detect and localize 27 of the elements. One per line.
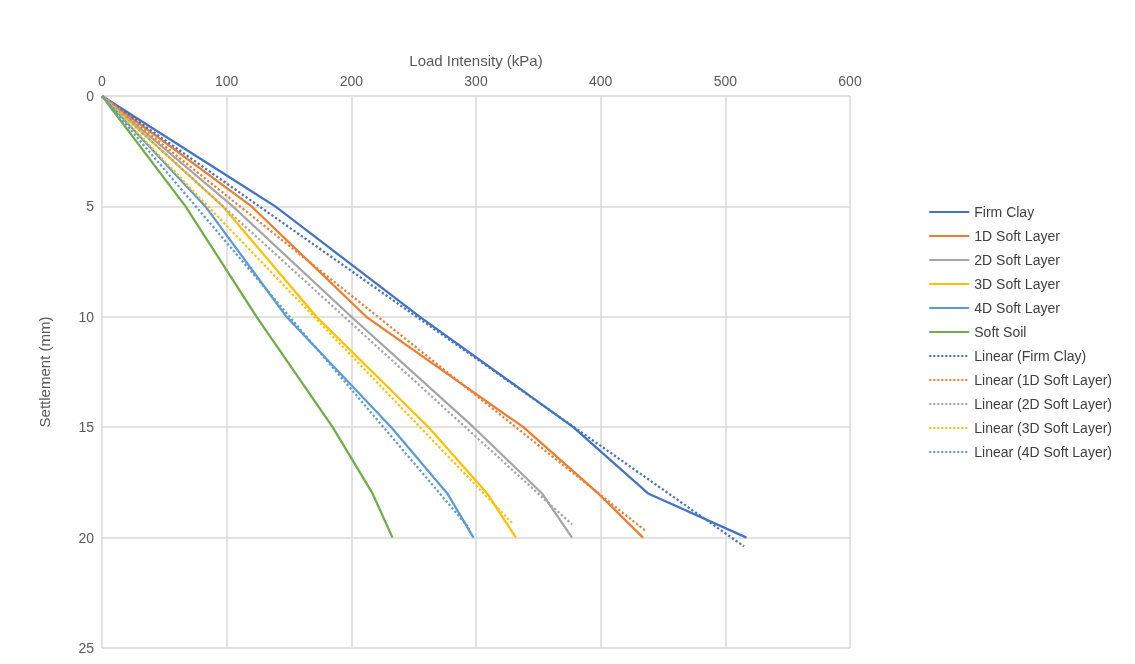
legend-label: 3D Soft Layer	[974, 276, 1061, 292]
legend-label: Linear (1D Soft Layer)	[974, 372, 1112, 388]
y-tick-label: 5	[86, 198, 95, 215]
x-tick-label: 600	[838, 73, 862, 89]
x-tick-label: 0	[98, 73, 107, 89]
y-tick-label: 15	[78, 419, 95, 436]
x-tick-label: 400	[588, 73, 613, 89]
y-tick-label: 10	[78, 308, 95, 325]
line-series	[100, 94, 394, 539]
legend-label: 4D Soft Layer	[974, 300, 1061, 316]
legend-label: Soft Soil	[974, 324, 1027, 340]
legend-label: 2D Soft Layer	[974, 252, 1061, 268]
x-tick-label: 100	[214, 73, 239, 89]
legend-label: Linear (2D Soft Layer)	[974, 396, 1112, 412]
y-tick-label: 20	[78, 529, 95, 546]
y-tick-label: 25	[78, 640, 95, 656]
x-tick-label: 300	[464, 73, 488, 89]
legend-label: Linear (Firm Clay)	[974, 348, 1087, 364]
legend-label: Linear (3D Soft Layer)	[974, 420, 1112, 436]
x-tick-label: 200	[339, 73, 364, 89]
y-tick-label: 0	[86, 88, 95, 104]
y-axis-title: Settlement (mm)	[36, 316, 53, 428]
legend-label: Firm Clay	[974, 204, 1035, 220]
x-tick-label: 500	[713, 73, 738, 89]
legend-label: Linear (4D Soft Layer)	[974, 444, 1112, 460]
x-axis-title: Load Intensity (kPa)	[409, 52, 543, 69]
legend-label: 1D Soft Layer	[974, 228, 1061, 244]
